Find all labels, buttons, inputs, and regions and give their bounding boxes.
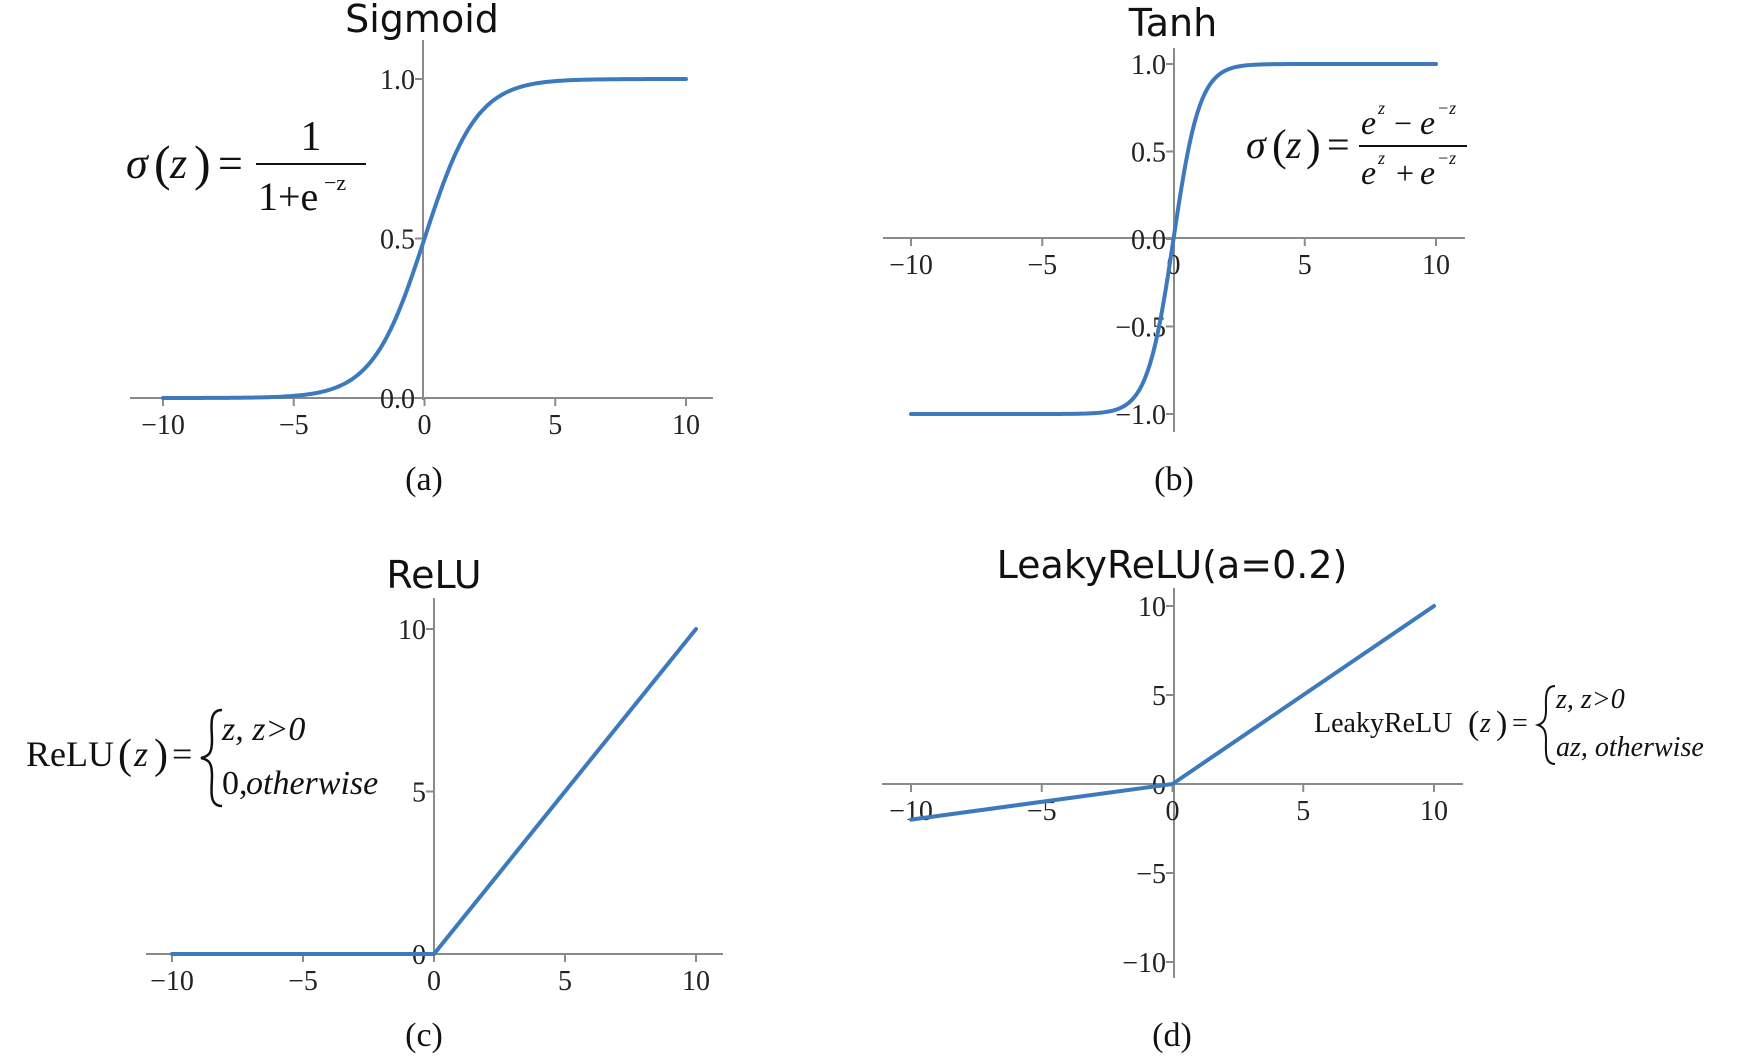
formula-lparen: ( — [1468, 705, 1479, 742]
panel-caption: (d) — [1152, 1017, 1192, 1054]
series-line — [161, 77, 688, 400]
y-tick-label: 10 — [1138, 592, 1166, 623]
formula-lhs-fn: LeakyReLU — [1314, 708, 1452, 739]
numerator-term-b: e — [1420, 105, 1435, 142]
x-tick-label: 10 — [1420, 796, 1448, 827]
formula-lhs-fn: σ — [1246, 122, 1267, 167]
formula: σ ( z ) = 1 1+e −z — [126, 114, 366, 219]
brace — [1534, 685, 1556, 765]
formula: ReLU ( z ) = z, z>0 0, otherwise — [26, 708, 378, 808]
formula-denominator: e z + e −z — [1361, 148, 1456, 192]
y-tick-label: 1.0 — [1131, 50, 1166, 81]
formula-denominator-exponent: −z — [324, 170, 346, 195]
y-tick-label: 0.0 — [1131, 225, 1166, 256]
x-tick-label: −10 — [141, 410, 185, 441]
formula-case-2-condition: otherwise — [246, 765, 378, 802]
formula-lhs-fn: ReLU — [26, 734, 114, 774]
formula-denominator: 1+e — [258, 174, 318, 219]
formula-equals: = — [172, 734, 192, 774]
x-tick-label: 10 — [672, 410, 700, 441]
x-tick-label: 5 — [548, 410, 562, 441]
denominator-term-b-exponent: −z — [1437, 148, 1456, 168]
y-tick-label: 0.5 — [380, 225, 415, 256]
formula-lparen: ( — [1272, 121, 1287, 170]
panel-caption: (b) — [1154, 461, 1194, 498]
x-tick-label: 10 — [1422, 250, 1450, 281]
y-tick-label: 10 — [398, 615, 426, 646]
formula-lparen: ( — [118, 732, 132, 778]
formula-case-1: z, z>0 — [221, 711, 305, 748]
x-tick-label: −10 — [889, 796, 933, 827]
formula-numerator: e z − e −z — [1361, 98, 1456, 142]
ticks: −10 −5 0 5 10 0.0 0.5 1.0 — [141, 65, 700, 441]
x-tick-label: −10 — [889, 250, 933, 281]
series-line — [909, 62, 1438, 416]
formula-lhs-var: z — [133, 734, 148, 774]
series-line — [909, 604, 1436, 822]
y-tick-label: 5 — [412, 778, 426, 809]
denominator-term-a-exponent: z — [1377, 148, 1385, 168]
panel-tanh: Tanh −10 −5 0 5 10−1.0−0.50.00.51.0 σ ( z ) … — [883, 1, 1467, 498]
y-tick-label: 0.0 — [380, 384, 415, 415]
formula-lhs-var: z — [169, 139, 187, 188]
formula-lhs-fn: σ — [126, 139, 150, 188]
formula-lhs-var: z — [1285, 122, 1302, 167]
numerator-term-a-exponent: z — [1377, 98, 1385, 118]
chart-title: ReLU — [386, 553, 481, 597]
numerator-term-a: e — [1361, 105, 1376, 142]
formula-rparen: ) — [194, 135, 211, 191]
y-tick-label: −5 — [1136, 859, 1166, 890]
formula-case-2-value: 0, — [222, 765, 248, 802]
formula-rparen: ) — [1306, 121, 1321, 170]
x-tick-label: 0 — [427, 966, 441, 997]
x-tick-label: −10 — [150, 966, 194, 997]
x-tick-label: −5 — [288, 966, 318, 997]
chart-title: LeakyReLU(a=0.2) — [997, 543, 1348, 587]
x-tick-label: −5 — [1027, 250, 1057, 281]
formula: σ ( z ) = e z − e −z e z + e −z — [1246, 98, 1467, 192]
formula-rparen: ) — [154, 732, 168, 778]
x-tick-label: 5 — [558, 966, 572, 997]
formula: LeakyReLU ( z ) = z, z>0 az, otherwise — [1314, 684, 1704, 765]
formula-lparen: ( — [154, 135, 171, 191]
formula-numerator: 1 — [301, 114, 322, 160]
denominator-term-b: e — [1420, 155, 1435, 192]
denominator-term-a: e — [1361, 155, 1376, 192]
numerator-term-b-exponent: −z — [1437, 98, 1456, 118]
x-tick-label: 0 — [418, 410, 432, 441]
x-tick-label: 0 — [1166, 796, 1180, 827]
denominator-operator: + — [1396, 155, 1414, 191]
brace — [200, 708, 223, 808]
formula-equals: = — [218, 139, 243, 188]
chart-title: Sigmoid — [345, 0, 499, 41]
panel-caption: (c) — [405, 1017, 443, 1054]
formula-case-2: az, otherwise — [1556, 732, 1704, 763]
y-tick-label: 0.5 — [1131, 138, 1166, 169]
panel-caption: (a) — [405, 461, 443, 498]
chart-title: Tanh — [1128, 1, 1217, 45]
formula-equals: = — [1327, 122, 1350, 167]
x-tick-label: 5 — [1296, 796, 1310, 827]
axes — [130, 40, 713, 400]
x-tick-label: 10 — [682, 966, 710, 997]
formula-rparen: ) — [1496, 705, 1507, 742]
formula-equals: = — [1512, 708, 1528, 739]
numerator-operator: − — [1394, 105, 1412, 141]
panel-sigmoid: Sigmoid −10 −5 0 5 10 0.0 0.5 1.0 σ ( z ) = 1 1… — [126, 0, 713, 498]
x-tick-label: 5 — [1298, 250, 1312, 281]
y-tick-label: 1.0 — [380, 65, 415, 96]
y-tick-label: 5 — [1152, 681, 1166, 712]
x-tick-label: −5 — [279, 410, 309, 441]
y-tick-label: −10 — [1122, 948, 1166, 979]
formula-lhs-var: z — [1479, 708, 1491, 739]
series-line — [170, 627, 698, 956]
formula-case-1: z, z>0 — [1555, 684, 1625, 715]
